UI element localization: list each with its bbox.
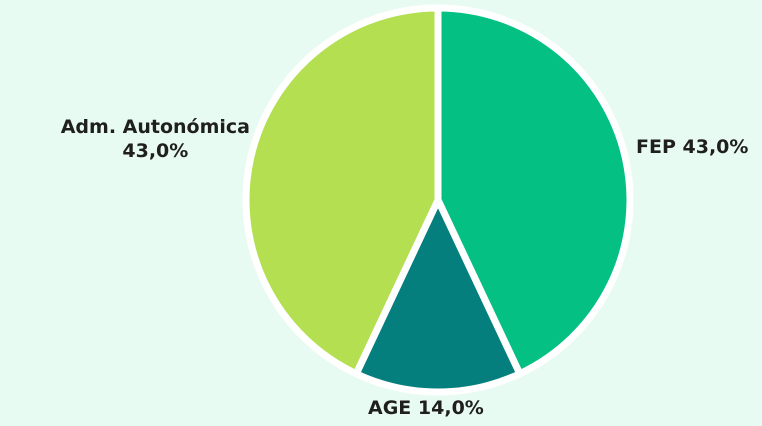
pie-slice-fep (434, 4, 634, 378)
slice-label-adm-autonomica-name: Adm. Autonómica (60, 116, 250, 138)
slice-label-age: AGE 14,0% (368, 397, 484, 421)
slice-label-age-name: AGE (368, 397, 412, 419)
pie-slice-age (352, 196, 524, 396)
slice-label-fep: FEP 43,0% (636, 136, 748, 160)
slice-label-fep-value: 43,0% (682, 136, 749, 158)
slice-label-adm-autonomica-value: 43,0% (122, 139, 189, 162)
slice-label-fep-name: FEP (636, 136, 676, 158)
pie-slice-adm-auton-mica (242, 4, 442, 378)
slice-label-age-value: 14,0% (417, 397, 484, 419)
slice-label-adm-autonomica: Adm. Autonómica 43,0% (61, 116, 250, 164)
